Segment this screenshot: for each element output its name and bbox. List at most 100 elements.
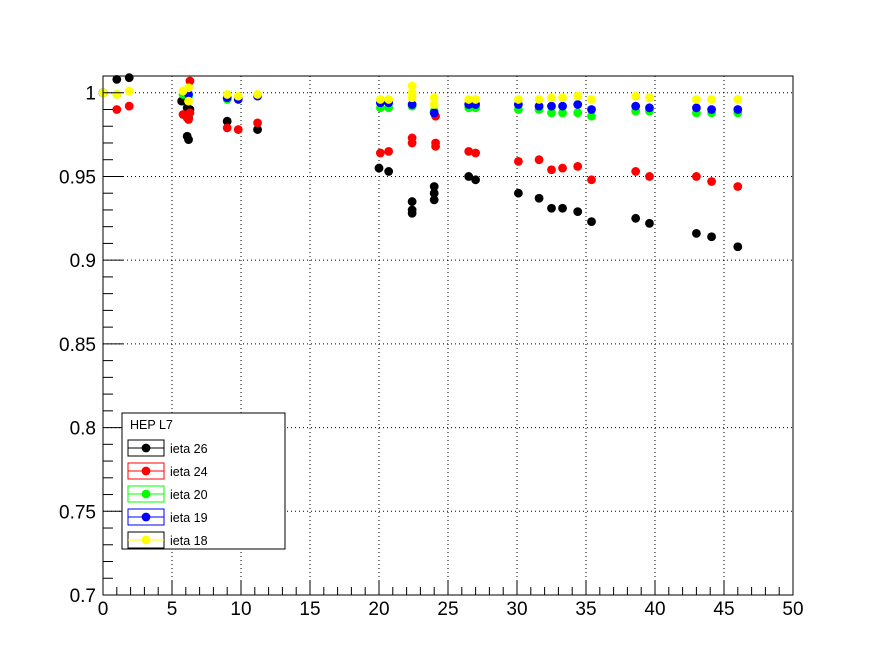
data-point [513,188,523,198]
data-point [464,172,474,181]
x-tick-label: 20 [368,599,389,620]
data-point [692,103,701,113]
data-point [631,91,641,101]
legend-entry-label: ieta 18 [170,534,208,548]
data-point [384,146,394,156]
y-tick-label: 0.8 [70,419,96,440]
data-point [692,228,701,238]
legend-marker [141,466,151,476]
data-point [407,197,417,206]
y-tick-label: 0.9 [70,251,96,272]
data-point [587,217,596,227]
data-point [253,125,262,134]
legend-entry-label: ieta 19 [170,511,208,525]
x-tick-label: 50 [782,599,803,620]
data-points [98,73,743,252]
x-tick-label: 10 [230,599,251,620]
data-point [407,138,417,148]
data-point [707,95,716,104]
data-point [184,115,193,124]
x-tick-label: 45 [713,599,734,620]
data-point [374,163,384,173]
legend-entry-label: ieta 20 [170,488,208,502]
data-point [429,93,439,103]
data-point [573,108,583,118]
data-point [184,83,193,93]
data-point [733,95,743,104]
legend-marker [141,443,151,453]
data-point [407,208,417,218]
data-point [429,100,439,109]
data-point [124,101,134,111]
legend-box [121,412,286,550]
grid-lines [103,76,793,595]
legend-marker [141,535,151,545]
y-tick-label: 0.7 [70,586,96,607]
data-point [471,175,480,185]
data-point [253,118,262,128]
legend: HEP L7 ieta 26 ieta 24 ieta 20 ieta 19 ieta 1… [121,412,286,550]
data-point [253,90,262,99]
data-point [558,163,567,173]
data-point [733,105,743,114]
data-point [645,93,654,103]
data-point [429,182,439,191]
data-point [547,108,556,118]
data-point [707,105,716,114]
data-point [631,101,641,111]
data-point [429,188,439,198]
data-point [534,193,544,203]
data-point [558,203,567,213]
data-point [185,76,195,86]
data-point [184,135,193,145]
data-point [233,125,243,134]
data-point [471,148,480,158]
data-point [407,100,417,109]
legend-marker [141,489,151,499]
y-tick-label: 0.85 [59,335,96,356]
series-ieta-18 [98,81,743,109]
data-point [645,172,654,181]
data-point [185,108,195,118]
data-point [184,96,193,106]
data-point [375,95,385,104]
data-point [733,242,743,252]
data-point [233,91,243,101]
data-point [587,95,596,104]
data-point [707,232,716,242]
data-point [707,177,716,186]
series-ieta-19 [98,88,743,118]
data-point [407,81,417,91]
data-point [645,218,654,228]
data-point [587,111,596,121]
data-point [222,90,232,99]
axes: 0 5 10 15 20 25 30 35 40 45 50 0.7 0.75 0.8 0.85 0.9 0.9… [59,75,804,620]
data-point [534,101,544,111]
data-point [587,175,596,185]
data-point [573,100,583,109]
data-point [692,172,701,181]
data-point [558,101,567,111]
data-point [464,146,474,156]
data-point [513,156,523,166]
data-point [384,95,394,104]
data-point [631,167,641,176]
data-point [429,195,439,205]
x-tick-label: 5 [167,599,178,620]
data-point [222,123,232,133]
data-point [375,148,385,158]
data-point [631,213,641,223]
data-point [645,103,654,113]
y-tick-label: 0.95 [59,167,96,188]
data-point [464,95,474,104]
data-point [222,116,232,126]
series-ieta-26 [98,73,743,252]
data-point [534,95,544,104]
y-tick-label: 1 [85,84,96,105]
data-point [558,108,567,118]
x-tick-label: 35 [575,599,596,620]
data-point [429,108,439,118]
x-tick-label: 40 [644,599,665,620]
legend-entry-label: ieta 24 [170,465,208,479]
